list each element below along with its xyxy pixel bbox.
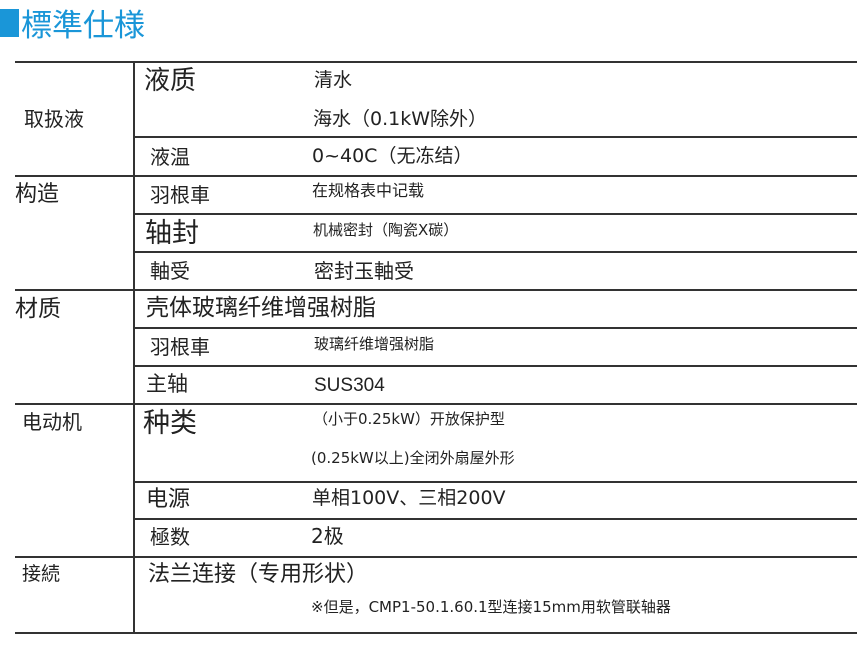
motor-type-label: 种类 [143,408,197,439]
row-divider [134,213,857,215]
bearing-value: 密封玉軸受 [314,259,414,283]
material-impeller-value: 玻璃纤维增强树脂 [314,335,435,353]
row-divider [134,481,857,483]
title-square-icon [0,8,19,37]
section-divider [15,556,857,558]
connection-value: 法兰连接（专用形状） [148,562,369,587]
shaft-label: 主轴 [146,372,188,396]
motor-type-value-1: （小于0.25kW）开放保护型 [313,410,505,428]
material-impeller-label: 羽根車 [150,335,210,359]
temp-value: 0~40C（无冻结） [312,145,473,167]
page-title: 標準仕様 [0,0,860,45]
liquid-value-1: 清水 [314,69,353,91]
motor-type-value-2: (0.25kW以上)全闭外扇屋外形 [311,449,515,467]
category-motor: 电动机 [22,410,82,434]
row-divider [134,365,857,367]
structure-impeller-value: 在规格表中记载 [312,181,425,200]
seal-value: 机械密封（陶瓷X碳） [313,221,459,239]
section-divider [15,175,857,177]
section-divider [15,403,857,405]
section-divider [15,289,857,291]
page-title-text: 標準仕様 [21,8,145,44]
seal-label: 轴封 [145,218,199,249]
row-divider [134,327,857,329]
row-divider [134,251,857,253]
connection-note: ※但是，CMP1-50.1.60.1型连接15mm用软管联轴器 [311,598,671,616]
category-connection: 接続 [22,563,61,585]
table-bottom-border [15,632,857,634]
structure-impeller-label: 羽根車 [150,183,210,207]
column-divider [133,61,135,634]
category-structure: 构造 [15,182,60,207]
shaft-value: SUS304 [314,375,385,396]
casing-value: 壳体玻璃纤维增强树脂 [146,295,376,321]
liquid-label: 液质 [144,66,197,96]
row-divider [134,136,857,138]
poles-label: 極数 [150,525,190,549]
bearing-label: 軸受 [150,259,190,283]
power-label: 电源 [146,487,191,512]
category-material: 材质 [15,296,61,322]
liquid-value-2: 海水（0.1kW除外） [313,108,488,130]
poles-value: 2极 [311,524,344,548]
table-top-border [15,61,857,63]
row-divider [134,518,857,520]
category-handling-liquid: 取扱液 [24,107,84,131]
temp-label: 液温 [150,145,190,169]
power-value: 单相100V、三相200V [312,487,506,509]
